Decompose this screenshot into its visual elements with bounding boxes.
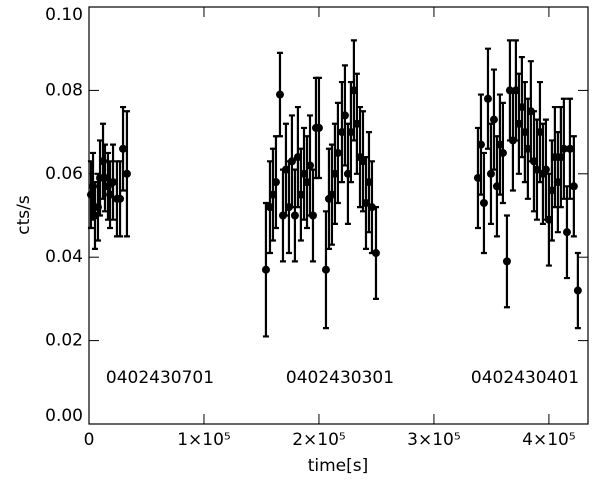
y-tick-label: 0.02	[45, 331, 83, 351]
y-tick-label: 0.00	[45, 406, 83, 426]
data-point	[573, 286, 582, 295]
x-tick-label: 2×10⁵	[292, 430, 346, 450]
data-point	[271, 178, 280, 187]
data-point	[498, 148, 507, 157]
data-point	[116, 194, 125, 203]
data-point	[479, 198, 488, 207]
data-point	[541, 165, 550, 174]
plot-frame	[88, 6, 589, 425]
data-point	[486, 169, 495, 178]
x-tick-label: 1×10⁵	[177, 430, 231, 450]
data-point	[526, 107, 535, 116]
data-point	[489, 115, 498, 124]
data-point	[569, 182, 578, 191]
x-tick-label: 3×10⁵	[407, 430, 461, 450]
data-point	[321, 265, 330, 274]
x-tick-label: 4×10⁵	[522, 430, 576, 450]
data-point	[340, 111, 349, 120]
x-tick-label: 0	[84, 430, 95, 450]
data-point	[562, 228, 571, 237]
x-axis-label: time[s]	[308, 456, 369, 476]
annotation: 0402430301	[286, 368, 394, 388]
data-point	[308, 211, 317, 220]
data-point	[559, 144, 568, 153]
data-point	[314, 123, 323, 132]
data-point	[119, 144, 128, 153]
data-point	[565, 144, 574, 153]
y-tick-label: 0.08	[45, 80, 83, 100]
data-point	[261, 265, 270, 274]
data-point	[122, 169, 131, 178]
data-point	[296, 190, 305, 199]
data-point	[502, 257, 511, 266]
data-point	[371, 249, 380, 258]
annotation: 0402430401	[471, 368, 579, 388]
y-tick-label: 0.04	[45, 247, 83, 267]
annotation: 0402430701	[106, 368, 214, 388]
data-point	[367, 203, 376, 212]
data-point	[476, 140, 485, 149]
y-tick-label: 0.06	[45, 164, 83, 184]
data-point	[287, 157, 296, 166]
data-point	[290, 211, 299, 220]
y-tick-label: 0.10	[45, 5, 83, 25]
data-point	[352, 119, 361, 128]
y-axis-label: cts/s	[14, 195, 34, 235]
data-point	[305, 161, 314, 170]
data-point	[275, 90, 284, 99]
data-point	[109, 178, 118, 187]
data-point	[333, 148, 342, 157]
data-point	[483, 94, 492, 103]
